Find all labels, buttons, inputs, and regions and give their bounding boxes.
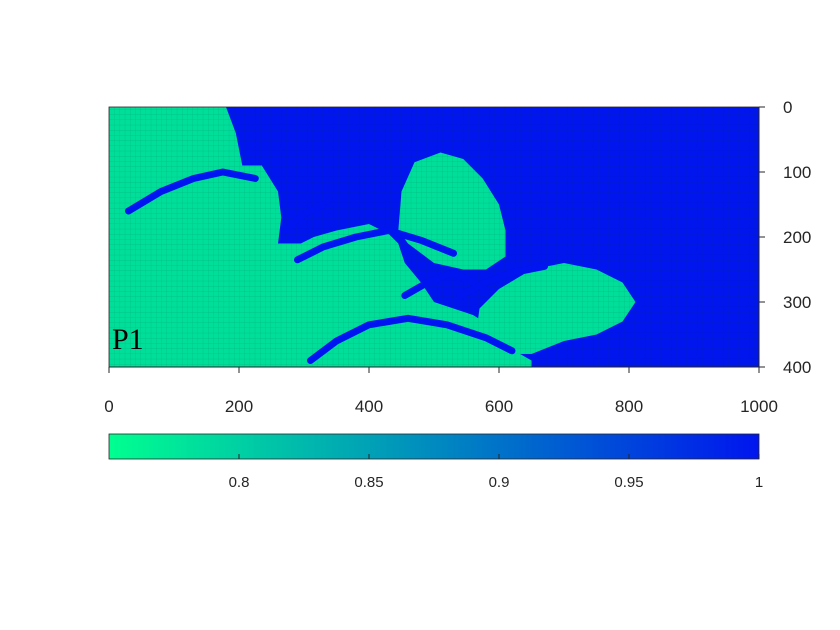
x-tick-label: 0 bbox=[104, 397, 113, 416]
colorbar-gradient bbox=[108, 433, 760, 460]
heatmap-bands bbox=[125, 168, 548, 364]
x-tick-label: 1000 bbox=[740, 397, 778, 416]
colorbar-tick-label: 0.8 bbox=[229, 474, 250, 491]
y-axis: 0 100 200 300 400 bbox=[758, 98, 811, 377]
band-6 bbox=[307, 314, 516, 364]
colorbar-tick-label: 0.95 bbox=[614, 474, 643, 491]
heatmap-plot-area bbox=[109, 107, 759, 367]
x-tick-label: 200 bbox=[225, 397, 253, 416]
colorbar: 0.8 0.85 0.9 0.95 1 bbox=[108, 433, 763, 491]
x-tick-label: 800 bbox=[615, 397, 643, 416]
band-2 bbox=[281, 201, 327, 234]
colorbar-ticks: 0.8 0.85 0.9 0.95 1 bbox=[229, 454, 763, 491]
band-4 bbox=[401, 269, 483, 299]
x-tick-label: 400 bbox=[355, 397, 383, 416]
y-tick-label: 400 bbox=[783, 358, 811, 377]
band-1 bbox=[125, 168, 259, 215]
x-axis: 0 200 400 600 800 1000 bbox=[104, 366, 778, 416]
band-5 bbox=[456, 262, 548, 299]
y-tick-label: 100 bbox=[783, 163, 811, 182]
x-tick-label: 600 bbox=[485, 397, 513, 416]
colorbar-tick-label: 0.85 bbox=[354, 474, 383, 491]
y-tick-label: 200 bbox=[783, 228, 811, 247]
band-3 bbox=[294, 227, 457, 264]
y-tick-label: 300 bbox=[783, 293, 811, 312]
colorbar-tick-label: 0.9 bbox=[489, 474, 510, 491]
heatmap-grid bbox=[109, 107, 759, 367]
colorbar-tick-label: 1 bbox=[755, 474, 763, 491]
panel-label: P1 bbox=[112, 323, 144, 356]
y-tick-label: 0 bbox=[783, 98, 792, 117]
